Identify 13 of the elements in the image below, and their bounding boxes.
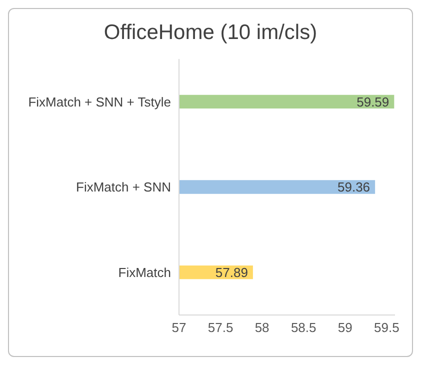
data-label: 59.59 — [356, 94, 390, 110]
x-tick-label: 59 — [338, 320, 352, 336]
chart-title: OfficeHome (10 im/cls) — [102, 21, 318, 46]
y-tick-label: FixMatch — [118, 264, 171, 280]
data-label: 59.36 — [338, 180, 370, 195]
x-tick-label: 57 — [172, 320, 186, 336]
x-tick-label: 59.5 — [374, 320, 400, 336]
x-tick-label: 57.5 — [208, 320, 234, 336]
y-tick-label: FixMatch + SNN — [76, 180, 171, 195]
y-tick-label: FixMatch + SNN + Tstyle — [28, 94, 171, 110]
x-tick-label: 58 — [254, 320, 270, 336]
x-tick-label: 58.5 — [290, 320, 316, 336]
data-label: 57.89 — [215, 264, 248, 280]
